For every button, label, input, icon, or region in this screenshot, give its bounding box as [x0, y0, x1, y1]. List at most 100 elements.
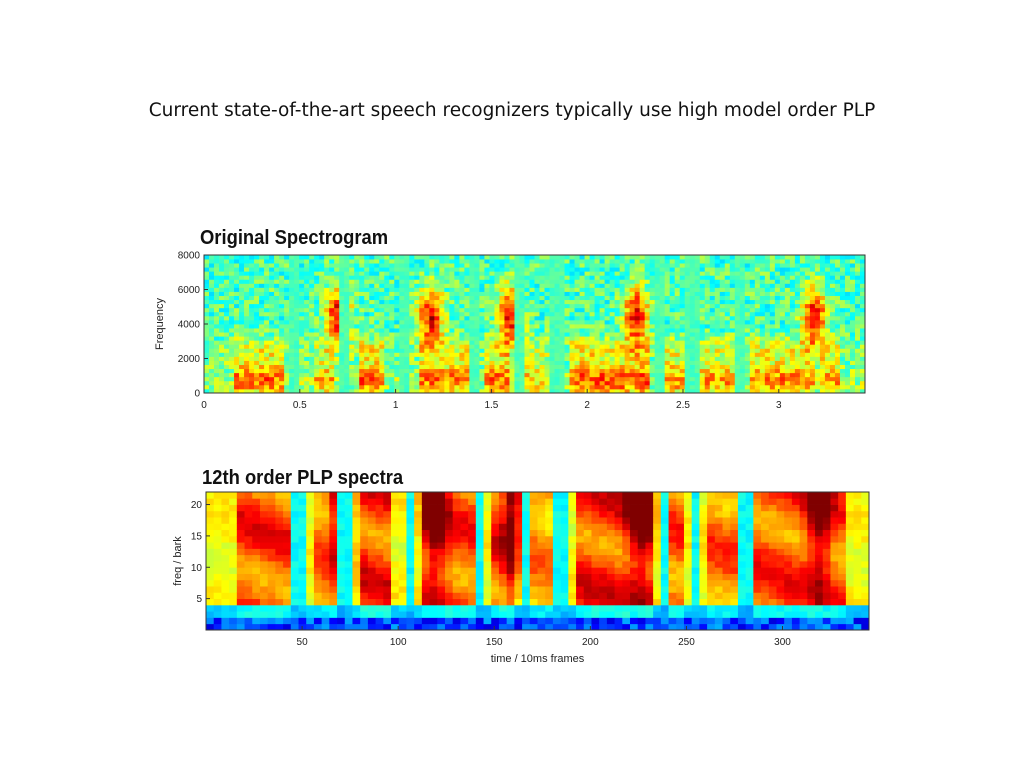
heatmap-cell	[829, 384, 836, 390]
heatmap-cell	[789, 291, 796, 296]
heatmap-cell	[544, 388, 550, 394]
heatmap-cell	[514, 291, 520, 296]
heatmap-cell	[389, 328, 395, 333]
heatmap-cell	[474, 267, 480, 272]
heatmap-cell	[324, 315, 330, 321]
heatmap-cell	[784, 263, 791, 268]
heatmap-cell	[334, 283, 340, 288]
heatmap-cell	[244, 542, 253, 549]
heatmap-cell	[349, 372, 355, 378]
heatmap-cell	[774, 332, 781, 337]
heatmap-cell	[479, 315, 485, 321]
heatmap-cell	[449, 287, 455, 292]
heatmap-cell	[754, 287, 761, 292]
heatmap-cell	[774, 287, 781, 292]
heatmap-cell	[264, 372, 270, 378]
heatmap-cell	[819, 299, 826, 305]
heatmap-cell	[769, 384, 776, 390]
heatmap-cell	[664, 376, 671, 382]
heatmap-cell	[313, 604, 323, 612]
heatmap-cell	[669, 340, 676, 345]
heatmap-cell	[819, 372, 826, 378]
heatmap-cell	[344, 324, 350, 329]
heatmap-cell	[834, 352, 841, 357]
heatmap-cell	[419, 267, 425, 272]
heatmap-cell	[569, 259, 575, 264]
heatmap-cell	[439, 336, 445, 341]
heatmap-cell	[629, 275, 636, 280]
heatmap-cell	[252, 492, 261, 499]
heatmap-cell	[694, 372, 701, 378]
heatmap-cell	[394, 295, 400, 301]
heatmap-cell	[609, 328, 616, 333]
heatmap-cell	[789, 271, 796, 276]
heatmap-cell	[454, 255, 460, 260]
heatmap-cell	[213, 617, 222, 625]
heatmap-cell	[519, 336, 525, 341]
heatmap-cell	[334, 388, 340, 394]
heatmap-cell	[484, 259, 490, 264]
heatmap-cell	[459, 376, 465, 382]
heatmap-cell	[819, 271, 826, 276]
heatmap-cell	[839, 360, 846, 365]
heatmap-cell	[619, 344, 626, 349]
heatmap-cell	[494, 380, 500, 386]
heatmap-cell	[849, 372, 856, 378]
heatmap-cell	[824, 340, 831, 345]
heatmap-cell	[429, 332, 435, 337]
heatmap-cell	[206, 523, 215, 531]
heatmap-cell	[649, 368, 656, 374]
heatmap-cell	[409, 352, 415, 357]
heatmap-cell	[424, 384, 430, 390]
heatmap-cell	[337, 573, 346, 581]
heatmap-cell	[352, 623, 361, 631]
heatmap-cell	[439, 275, 445, 280]
heatmap-cell	[259, 579, 269, 587]
heatmap-cell	[604, 283, 611, 288]
heatmap-cell	[794, 348, 801, 353]
heatmap-cell	[724, 283, 731, 288]
heatmap-cell	[234, 368, 240, 374]
heatmap-cell	[429, 315, 435, 321]
heatmap-cell	[539, 267, 545, 272]
heatmap-cell	[369, 263, 375, 268]
heatmap-cell	[384, 315, 390, 321]
heatmap-cell	[283, 604, 292, 612]
heatmap-cell	[209, 376, 215, 382]
heatmap-cell	[604, 279, 611, 284]
heatmap-cell	[469, 352, 475, 357]
heatmap-cell	[454, 348, 460, 353]
heatmap-cell	[829, 324, 836, 329]
heatmap-cell	[298, 548, 307, 556]
heatmap-cell	[264, 356, 270, 361]
heatmap-cell	[354, 275, 360, 280]
heatmap-cell	[779, 364, 786, 370]
heatmap-cell	[206, 517, 215, 524]
heatmap-cell	[444, 307, 450, 313]
heatmap-cell	[290, 510, 299, 518]
heatmap-cell	[254, 324, 260, 329]
heatmap-cell	[329, 311, 335, 317]
heatmap-cell	[724, 311, 731, 317]
heatmap-cell	[221, 579, 230, 587]
heatmap-cell	[529, 295, 535, 301]
heatmap-cell	[814, 299, 821, 305]
heatmap-cell	[379, 279, 385, 284]
heatmap-cell	[799, 259, 806, 264]
heatmap-cell	[624, 307, 631, 313]
heatmap-cell	[304, 291, 310, 296]
heatmap-cell	[269, 319, 275, 325]
heatmap-cell	[744, 328, 751, 333]
heatmap-cell	[360, 579, 369, 587]
heatmap-cell	[589, 311, 595, 317]
heatmap-cell	[344, 267, 350, 272]
heatmap-cell	[814, 364, 821, 370]
heatmap-cell	[789, 328, 796, 333]
heatmap-cell	[729, 340, 736, 345]
heatmap-cell	[599, 324, 606, 329]
heatmap-cell	[489, 364, 495, 370]
heatmap-cell	[474, 340, 480, 345]
heatmap-cell	[259, 554, 269, 562]
heatmap-cell	[544, 376, 550, 382]
heatmap-cell	[459, 255, 465, 260]
